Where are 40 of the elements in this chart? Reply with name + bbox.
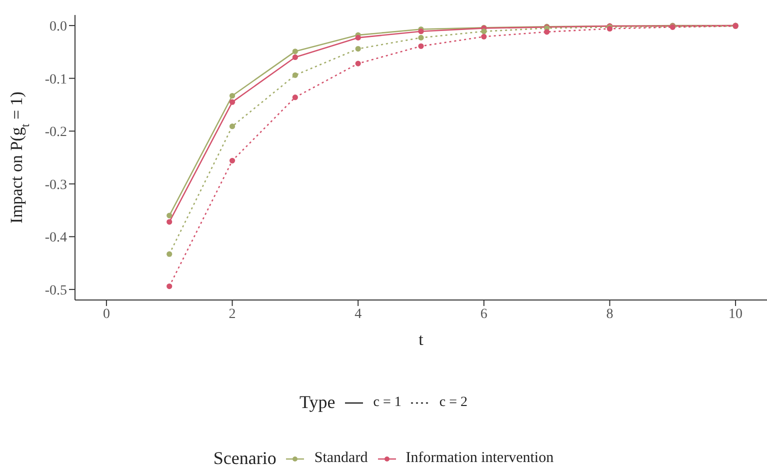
legend-title: Scenario (213, 448, 276, 469)
point (229, 92, 236, 99)
point (166, 283, 172, 290)
point (418, 43, 424, 49)
y-tick-label: -0.2 (44, 125, 67, 140)
point (355, 34, 361, 40)
x-axis-title: t (418, 330, 424, 349)
y-tick-label: -0.1 (44, 72, 67, 88)
point (544, 29, 550, 35)
point (292, 72, 298, 78)
legend-label: Information intervention (406, 450, 554, 467)
point (229, 99, 236, 105)
point (166, 251, 172, 257)
point (292, 54, 298, 60)
point (229, 124, 236, 130)
y-tick-label: -0.5 (44, 283, 67, 298)
point (292, 48, 298, 54)
x-tick-label: 4 (354, 306, 362, 322)
point (481, 34, 487, 40)
x-tick-label: 0 (102, 306, 110, 322)
point (166, 219, 172, 225)
x-tick-label: 2 (228, 306, 236, 322)
x-tick-label: 6 (480, 306, 488, 322)
point (355, 60, 361, 66)
y-tick-label: -0.4 (44, 230, 67, 246)
text: c = 2 (439, 394, 468, 410)
x-tick-label: 8 (606, 306, 614, 322)
point (418, 34, 424, 40)
y-tick-label: -0.3 (44, 178, 67, 193)
text: Type (300, 392, 336, 413)
point (229, 158, 236, 164)
point (418, 28, 424, 34)
point (481, 28, 487, 34)
point (292, 94, 298, 100)
y-tick-label: 0.0 (50, 20, 67, 35)
point (355, 46, 361, 52)
point (166, 212, 172, 218)
text: c = 1 (373, 394, 402, 410)
legend-label: Standard (314, 450, 368, 467)
x-tick-label: 10 (728, 306, 743, 322)
